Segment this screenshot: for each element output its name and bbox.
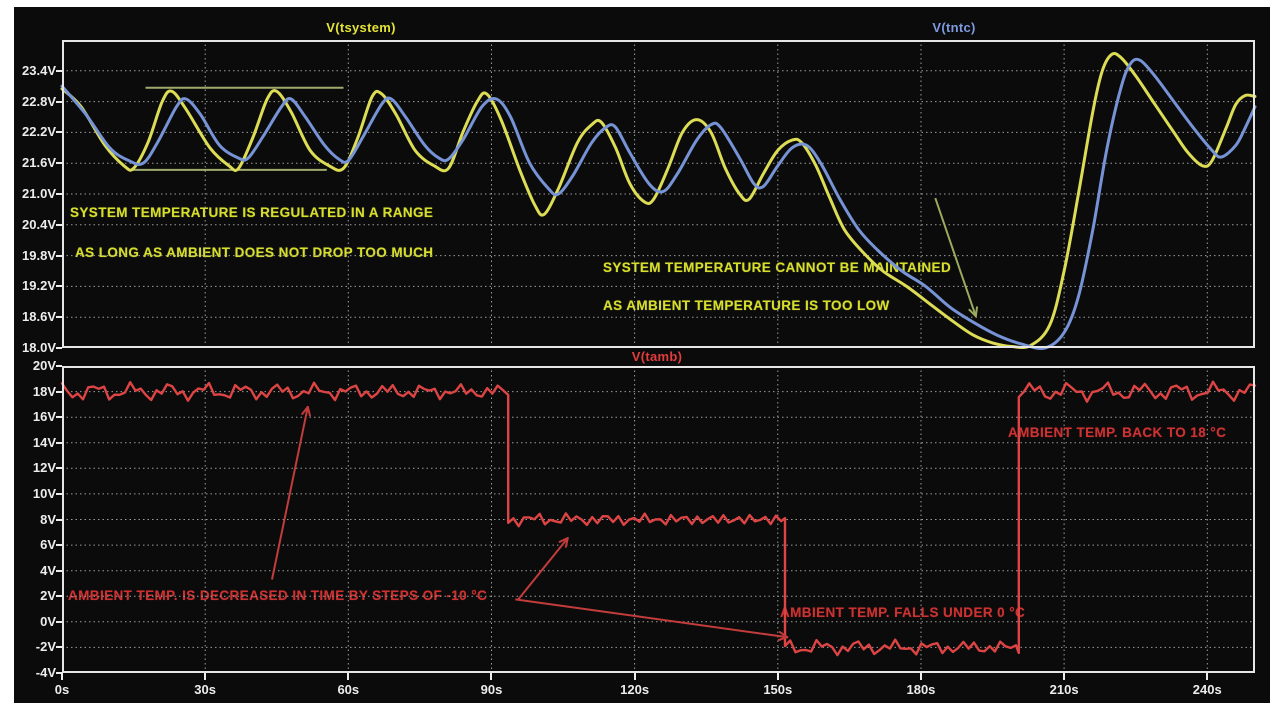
y-tick-mark <box>56 285 62 288</box>
y-tick-mark <box>56 162 62 165</box>
waveform-figure: V(tsystem) V(tntc) V(tamb) SYSTEM TEMPER… <box>14 7 1270 703</box>
y-tick-mark <box>56 620 62 623</box>
y-tick-mark <box>56 416 62 419</box>
y-tick-label: 22.8V <box>22 93 56 109</box>
x-tick-mark <box>1206 673 1209 680</box>
x-tick-label: 60s <box>337 682 360 697</box>
vtsystem-curve <box>60 52 1257 349</box>
panel-border <box>62 40 1255 348</box>
y-tick-label: 10V <box>32 485 56 501</box>
y-tick-label: 0V <box>40 613 56 629</box>
x-tick-label: 30s <box>194 682 216 697</box>
y-tick-mark <box>56 390 62 393</box>
y-tick-mark <box>56 193 62 195</box>
y-tick-label: 23.4V <box>22 62 56 78</box>
annotation-regulated-range: SYSTEM TEMPERATURE IS REGULATED IN A RAN… <box>70 205 434 220</box>
x-tick-label: 0s <box>54 682 70 697</box>
y-tick-label: 4V <box>40 562 56 578</box>
y-tick-label: -4V <box>35 665 56 680</box>
y-tick-label: 8V <box>40 511 56 527</box>
y-tick-mark <box>56 223 62 226</box>
y-tick-label: 2V <box>40 588 56 604</box>
x-tick-label: 120s <box>620 682 650 697</box>
annotation-decreased-steps: AMBIENT TEMP. IS DECREASED IN TIME BY ST… <box>68 588 488 603</box>
x-tick-mark <box>776 673 779 680</box>
x-tick-label: 150s <box>763 682 793 697</box>
y-tick-mark <box>56 646 62 649</box>
annotation-ambient-too-low: AS AMBIENT TEMPERATURE IS TOO LOW <box>603 298 890 313</box>
x-tick-mark <box>490 673 493 680</box>
annotation-ambient-no-drop: AS LONG AS AMBIENT DOES NOT DROP TOO MUC… <box>75 245 434 260</box>
trace-title-tntc: V(tntc) <box>932 20 976 35</box>
y-tick-mark <box>56 441 62 444</box>
annotation-cannot-maintain: SYSTEM TEMPERATURE CANNOT BE MAINTAINED <box>603 260 952 275</box>
annotation-back-to-18: AMBIENT TEMP. BACK TO 18 °C <box>1008 425 1227 440</box>
y-tick-mark <box>56 100 62 103</box>
annotation-arrow <box>271 405 311 580</box>
y-tick-label: -2V <box>35 639 56 655</box>
y-tick-label: 20V <box>32 358 56 373</box>
bottom-chart-svg <box>60 366 1257 673</box>
y-tick-label: 20.4V <box>22 216 56 232</box>
top-chart-svg <box>60 40 1257 350</box>
y-tick-label: 18.0V <box>22 340 56 355</box>
x-tick-mark <box>633 673 636 680</box>
y-tick-mark <box>56 131 62 134</box>
vtntc-curve <box>60 57 1257 350</box>
annotation-arrow <box>515 598 789 641</box>
annotation-arrow <box>934 197 978 318</box>
y-tick-mark <box>56 254 62 257</box>
y-tick-label: 22.2V <box>22 124 56 140</box>
x-tick-mark <box>1063 673 1066 680</box>
x-tick-mark <box>919 673 922 680</box>
panel-border <box>62 366 1255 673</box>
y-tick-mark <box>56 672 62 674</box>
y-tick-label: 21.6V <box>22 155 56 171</box>
y-tick-mark <box>56 467 62 470</box>
y-tick-label: 19.8V <box>22 247 56 263</box>
y-tick-mark <box>56 69 62 72</box>
y-tick-mark <box>56 595 62 598</box>
y-tick-label: 18V <box>32 383 56 399</box>
y-tick-label: 21.0V <box>22 186 56 201</box>
y-tick-mark <box>56 365 62 367</box>
y-tick-mark <box>56 492 62 495</box>
x-tick-label: 90s <box>480 682 503 697</box>
y-tick-label: 14V <box>32 434 56 450</box>
x-tick-mark <box>347 673 350 680</box>
y-tick-mark <box>56 347 62 349</box>
x-tick-label: 180s <box>906 682 936 697</box>
y-tick-mark <box>56 569 62 572</box>
x-tick-label: 240s <box>1192 682 1222 697</box>
y-tick-label: 16V <box>32 409 56 425</box>
y-tick-label: 18.6V <box>22 309 56 325</box>
y-tick-label: 12V <box>32 460 56 476</box>
annotation-falls-under-zero: AMBIENT TEMP. FALLS UNDER 0 °C <box>780 605 1026 620</box>
y-tick-mark <box>56 544 62 547</box>
trace-title-tamb: V(tamb) <box>631 349 683 364</box>
vtamb-curve <box>60 380 1257 657</box>
y-tick-mark <box>56 518 62 521</box>
x-tick-mark <box>204 673 207 680</box>
x-tick-label: 210s <box>1049 682 1079 697</box>
y-tick-label: 19.2V <box>22 278 56 294</box>
trace-title-tsystem: V(tsystem) <box>326 20 396 35</box>
x-tick-mark <box>61 673 63 680</box>
y-tick-mark <box>56 316 62 319</box>
y-tick-label: 6V <box>40 537 56 553</box>
annotation-arrow <box>516 537 569 601</box>
